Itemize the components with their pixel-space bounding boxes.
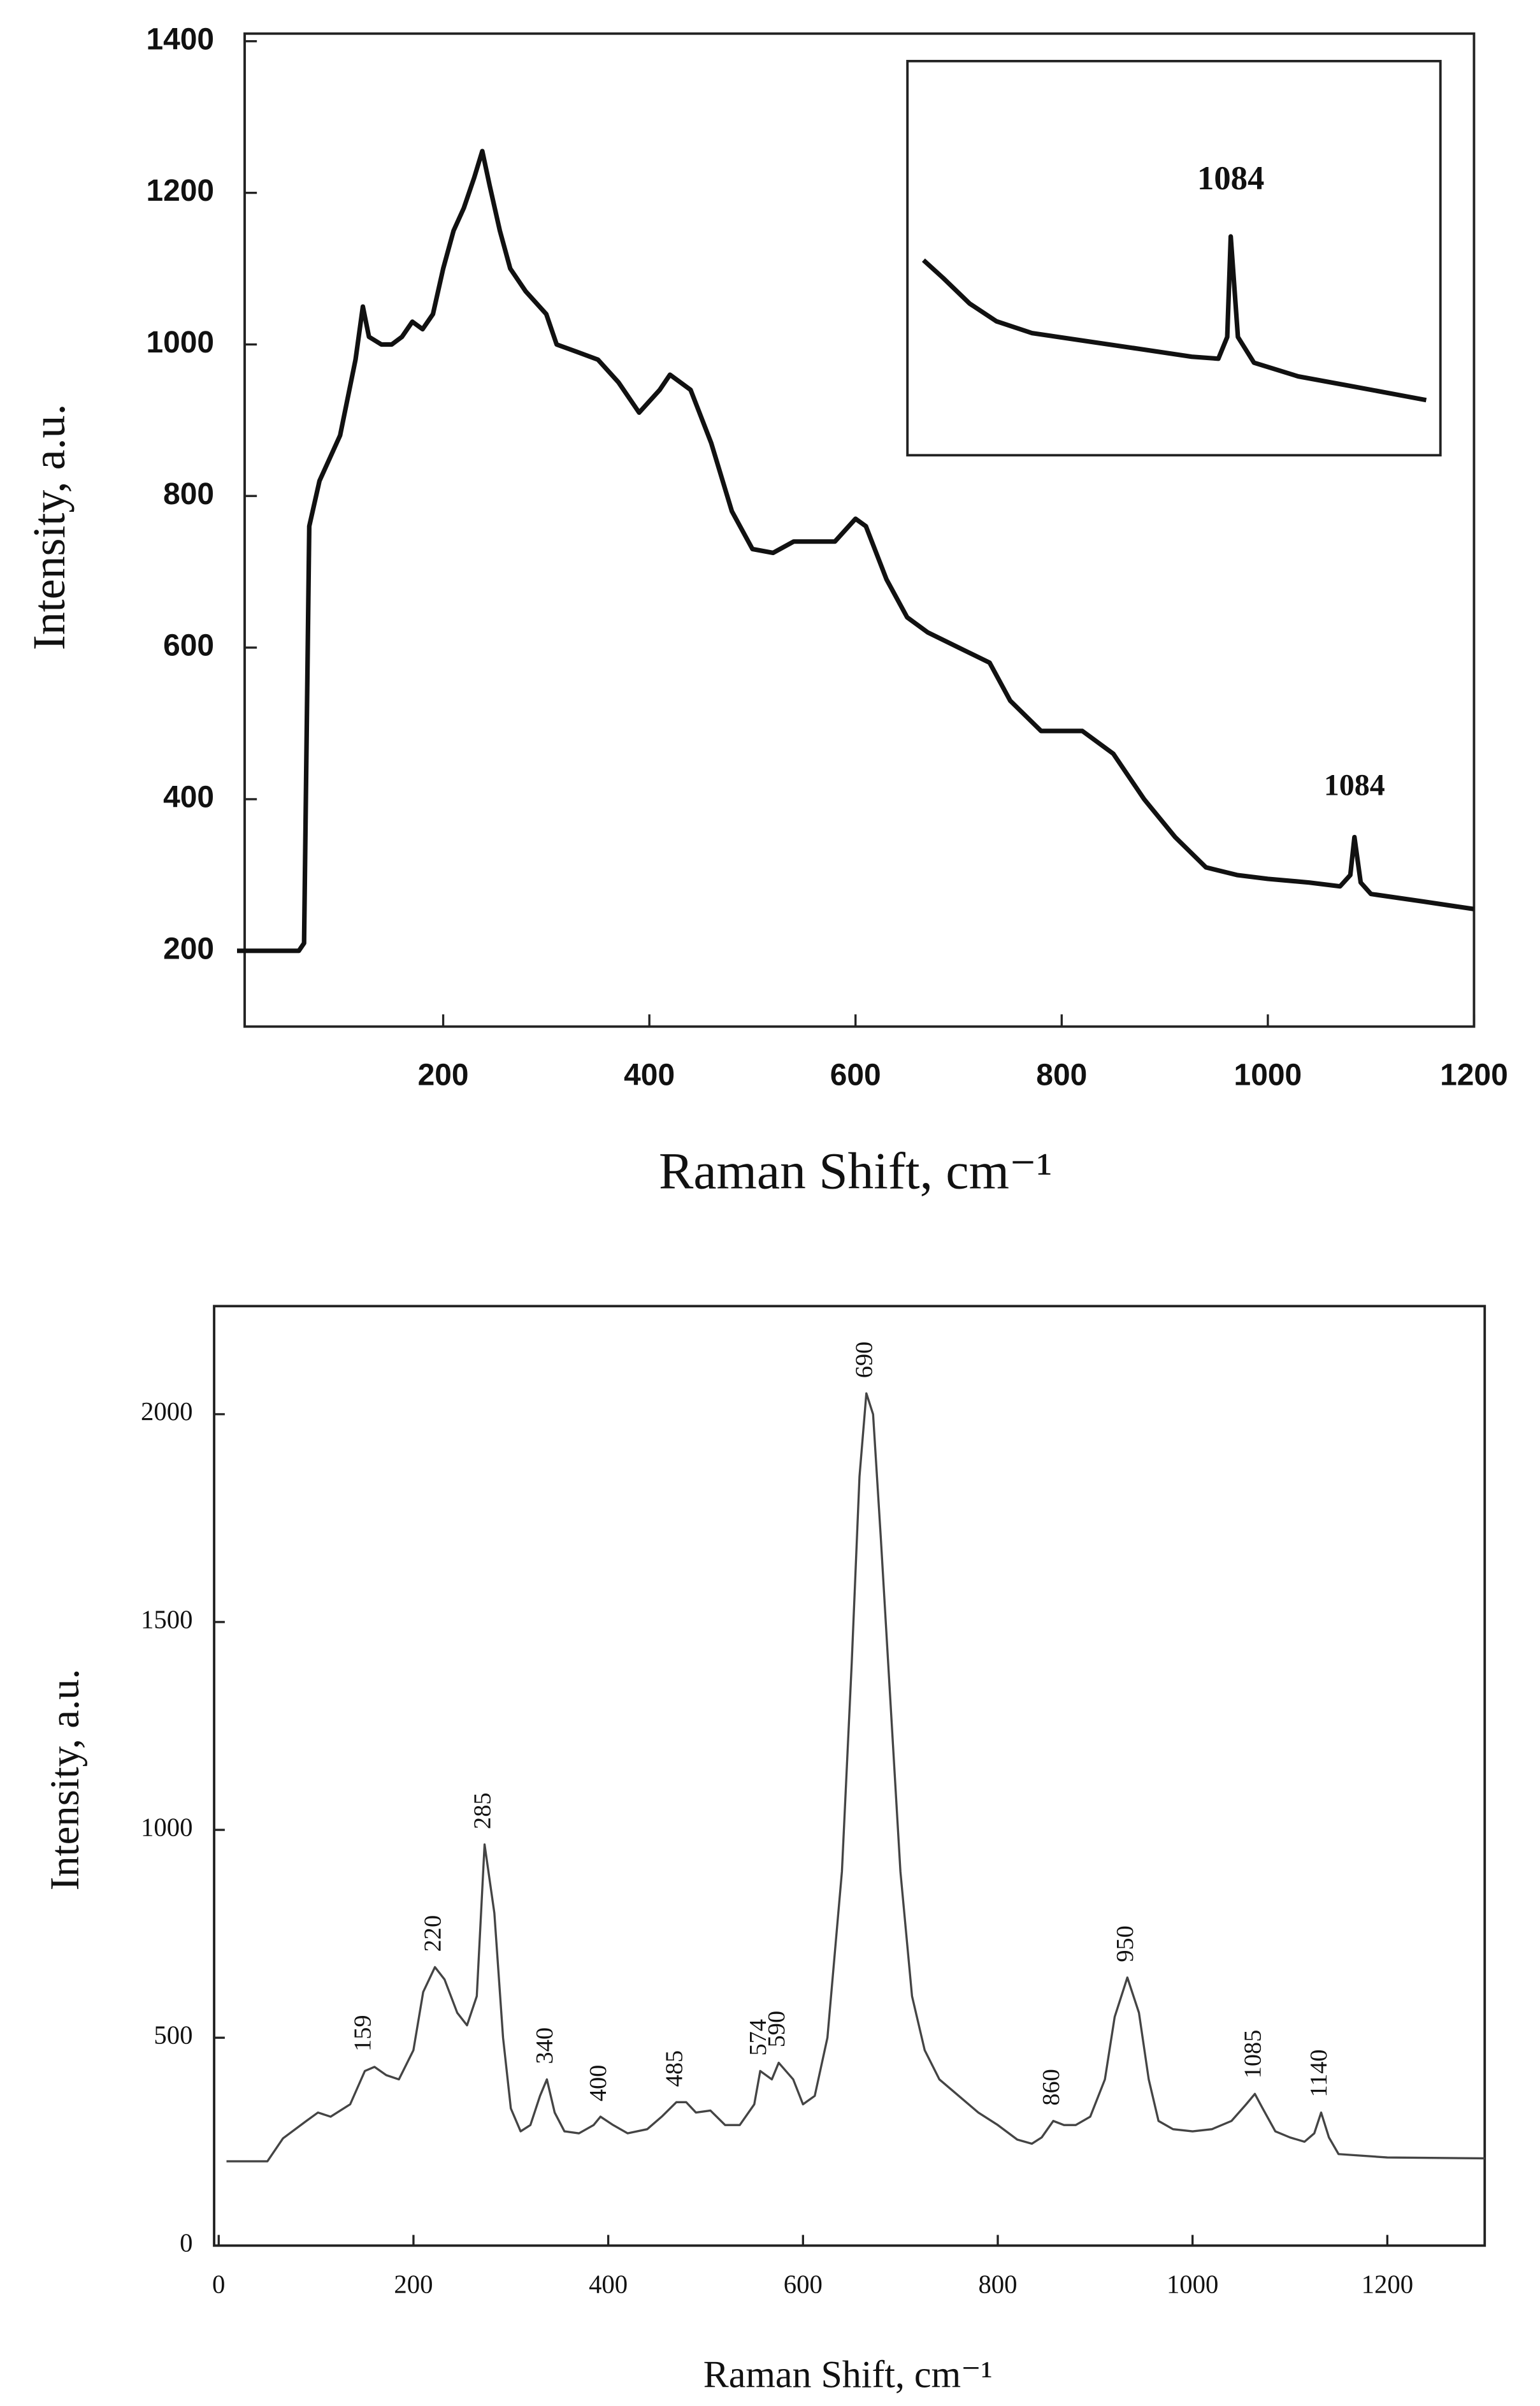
peak-annotation: 340 [531, 2027, 558, 2064]
x-tick-label: 200 [418, 1058, 469, 1092]
peak-annotation: 400 [585, 2065, 612, 2102]
plot-frame [906, 59, 1442, 457]
y-tick-label: 1500 [141, 1605, 192, 1634]
y-tick-label: 1400 [146, 22, 214, 56]
spectrum-line [237, 149, 1474, 953]
peak-annotation: 590 [763, 2011, 790, 2048]
peak-annotation: 1085 [1239, 2030, 1266, 2079]
y-tick-label: 600 [163, 629, 214, 663]
x-tick-label: 0 [212, 2270, 225, 2298]
y-tick-label: 0 [180, 2229, 192, 2257]
peak-annotation: 574 [745, 2019, 772, 2056]
y-axis-label: Intensity, a.u. [41, 1669, 87, 1890]
plot-frame [243, 32, 1476, 1028]
y-tick-label: 1000 [146, 326, 214, 359]
y-tick-label: 800 [163, 477, 214, 511]
spectrum-line [226, 1392, 1485, 2163]
x-axis-label: Raman Shift, cm⁻¹ [659, 1141, 1052, 1199]
peak-annotation: 860 [1038, 2069, 1065, 2106]
y-tick-label: 200 [163, 932, 214, 966]
peak-annotation: 159 [349, 2015, 376, 2052]
x-tick-label: 1200 [1362, 2270, 1413, 2298]
y-tick-label: 400 [163, 781, 214, 815]
y-axis-label: Intensity, a.u. [24, 404, 75, 651]
x-axis-label: Raman Shift, cm⁻¹ [703, 2354, 993, 2396]
peak-annotation: 950 [1112, 1925, 1139, 1962]
x-tick-label: 400 [589, 2270, 628, 2298]
x-tick-label: 200 [394, 2270, 433, 2298]
x-tick-label: 1200 [1440, 1058, 1508, 1092]
x-tick-label: 1000 [1167, 2270, 1218, 2298]
x-tick-label: 1000 [1234, 1058, 1302, 1092]
peak-annotation: 285 [469, 1792, 496, 1829]
y-tick-label: 2000 [141, 1397, 192, 1426]
y-tick-label: 1200 [146, 174, 214, 208]
plot-frame [213, 1305, 1486, 2247]
x-tick-label: 600 [784, 2270, 823, 2298]
peak-annotation: 220 [419, 1915, 446, 1952]
y-tick-label: 500 [154, 2021, 192, 2050]
x-tick-label: 400 [624, 1058, 675, 1092]
peak-annotation: 1084 [1197, 160, 1264, 197]
peak-annotation: 485 [661, 2050, 687, 2087]
y-tick-label: 1000 [141, 1813, 192, 1841]
spectrum-line [921, 234, 1427, 403]
peak-annotation: 1084 [1324, 769, 1385, 802]
peak-annotation: 690 [851, 1342, 877, 1379]
peak-annotation: 1140 [1306, 2049, 1332, 2097]
x-tick-label: 800 [978, 2270, 1017, 2298]
x-tick-label: 600 [830, 1058, 881, 1092]
x-tick-label: 800 [1036, 1058, 1087, 1092]
